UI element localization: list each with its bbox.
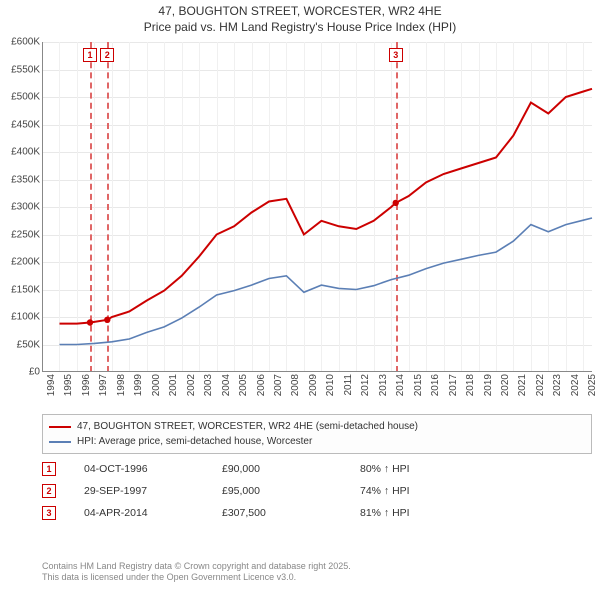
sales-row: 2 29-SEP-1997 £95,000 74% ↑ HPI xyxy=(42,480,592,502)
legend-item-property: 47, BOUGHTON STREET, WORCESTER, WR2 4HE … xyxy=(49,419,585,434)
x-tick-label: 2011 xyxy=(343,374,354,408)
sales-date: 04-OCT-1996 xyxy=(84,463,214,475)
x-tick-label: 2019 xyxy=(483,374,494,408)
footnote: Contains HM Land Registry data © Crown c… xyxy=(42,561,592,584)
sales-row: 3 04-APR-2014 £307,500 81% ↑ HPI xyxy=(42,502,592,524)
legend-label-hpi: HPI: Average price, semi-detached house,… xyxy=(77,436,312,447)
chart-title: 47, BOUGHTON STREET, WORCESTER, WR2 4HE … xyxy=(0,0,600,35)
x-tick-label: 1994 xyxy=(46,374,57,408)
legend-swatch-hpi xyxy=(49,441,71,443)
legend: 47, BOUGHTON STREET, WORCESTER, WR2 4HE … xyxy=(42,414,592,454)
x-tick-label: 2005 xyxy=(238,374,249,408)
x-tick-label: 2018 xyxy=(465,374,476,408)
y-tick-label: £550K xyxy=(0,64,40,75)
y-tick-label: £300K xyxy=(0,202,40,213)
x-tick-label: 2012 xyxy=(360,374,371,408)
y-tick-label: £150K xyxy=(0,284,40,295)
x-tick-label: 2020 xyxy=(500,374,511,408)
sales-idx: 1 xyxy=(42,462,56,476)
chart-series xyxy=(42,42,592,372)
series-line-property xyxy=(60,89,593,324)
sales-row: 1 04-OCT-1996 £90,000 80% ↑ HPI xyxy=(42,458,592,480)
legend-item-hpi: HPI: Average price, semi-detached house,… xyxy=(49,434,585,449)
x-tick-label: 2008 xyxy=(290,374,301,408)
x-tick-label: 2000 xyxy=(151,374,162,408)
sales-price: £95,000 xyxy=(222,485,352,497)
sale-point-marker xyxy=(104,317,110,323)
footnote-line-2: This data is licensed under the Open Gov… xyxy=(42,572,296,582)
x-tick-label: 2023 xyxy=(552,374,563,408)
sales-price: £307,500 xyxy=(222,507,352,519)
x-tick-label: 2017 xyxy=(448,374,459,408)
x-tick-label: 1997 xyxy=(98,374,109,408)
x-tick-label: 2015 xyxy=(413,374,424,408)
sales-idx: 2 xyxy=(42,484,56,498)
x-tick-label: 2004 xyxy=(221,374,232,408)
y-tick-label: £50K xyxy=(0,339,40,350)
y-tick-label: £250K xyxy=(0,229,40,240)
y-tick-label: £600K xyxy=(0,37,40,48)
footnote-line-1: Contains HM Land Registry data © Crown c… xyxy=(42,561,351,571)
sale-point-marker xyxy=(393,200,399,206)
sales-price: £90,000 xyxy=(222,463,352,475)
sales-idx: 3 xyxy=(42,506,56,520)
x-tick-label: 2002 xyxy=(186,374,197,408)
sales-hpi: 74% ↑ HPI xyxy=(360,485,460,497)
legend-swatch-property xyxy=(49,426,71,428)
y-tick-label: £100K xyxy=(0,312,40,323)
x-tick-label: 2007 xyxy=(273,374,284,408)
y-tick-label: £200K xyxy=(0,257,40,268)
y-tick-label: £400K xyxy=(0,147,40,158)
title-line-1: 47, BOUGHTON STREET, WORCESTER, WR2 4HE xyxy=(0,4,600,20)
legend-label-property: 47, BOUGHTON STREET, WORCESTER, WR2 4HE … xyxy=(77,421,418,432)
x-tick-label: 2014 xyxy=(395,374,406,408)
series-line-hpi xyxy=(60,218,593,345)
y-tick-label: £500K xyxy=(0,92,40,103)
y-tick-label: £350K xyxy=(0,174,40,185)
y-tick-label: £450K xyxy=(0,119,40,130)
y-tick-label: £0 xyxy=(0,367,40,378)
x-tick-label: 1998 xyxy=(116,374,127,408)
x-tick-label: 2022 xyxy=(535,374,546,408)
x-tick-label: 2010 xyxy=(325,374,336,408)
x-tick-label: 2003 xyxy=(203,374,214,408)
title-line-2: Price paid vs. HM Land Registry's House … xyxy=(0,20,600,36)
sales-hpi: 81% ↑ HPI xyxy=(360,507,460,519)
sales-hpi: 80% ↑ HPI xyxy=(360,463,460,475)
x-tick-label: 2021 xyxy=(517,374,528,408)
x-tick-label: 1996 xyxy=(81,374,92,408)
sales-date: 04-APR-2014 xyxy=(84,507,214,519)
x-tick-label: 2024 xyxy=(570,374,581,408)
x-tick-label: 2025 xyxy=(587,374,598,408)
sales-table: 1 04-OCT-1996 £90,000 80% ↑ HPI 2 29-SEP… xyxy=(42,458,592,524)
x-tick-label: 2006 xyxy=(256,374,267,408)
x-tick-label: 2013 xyxy=(378,374,389,408)
x-tick-label: 1999 xyxy=(133,374,144,408)
x-tick-label: 2001 xyxy=(168,374,179,408)
x-tick-label: 2016 xyxy=(430,374,441,408)
sale-point-marker xyxy=(87,319,93,325)
sales-date: 29-SEP-1997 xyxy=(84,485,214,497)
x-tick-label: 2009 xyxy=(308,374,319,408)
x-tick-label: 1995 xyxy=(63,374,74,408)
